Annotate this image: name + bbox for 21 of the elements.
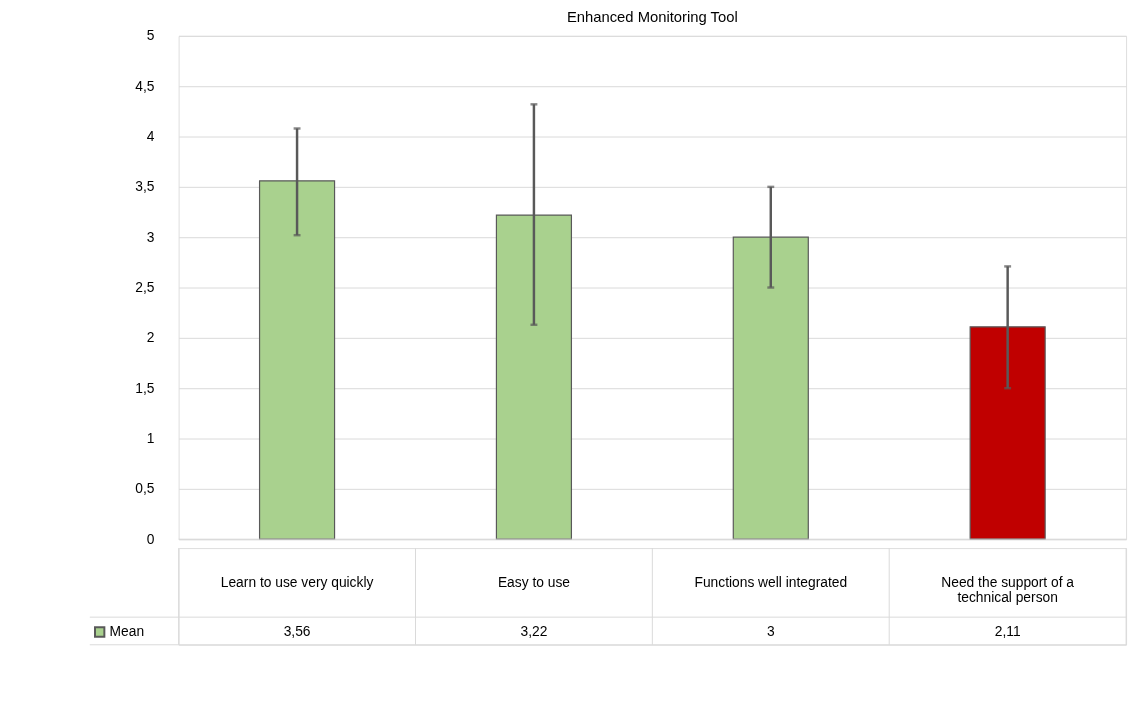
data-label: 2,11 — [994, 622, 1021, 639]
x-tick-label: Functions well integrated — [694, 573, 848, 590]
y-tick-label: 2 — [146, 329, 155, 346]
y-tick-label: 1,5 — [135, 379, 155, 396]
y-tick-label: 3 — [146, 228, 155, 245]
y-tick-label: 4,5 — [135, 77, 155, 94]
data-label: 3,56 — [283, 622, 311, 639]
x-tick-label: Easy to use — [497, 573, 571, 590]
data-label: 3,22 — [520, 622, 548, 639]
y-tick-label: 0 — [146, 530, 155, 547]
x-tick-label: Need the support of a technical person — [941, 573, 1075, 606]
data-label: 3 — [766, 622, 775, 639]
legend-label: Mean — [109, 622, 145, 639]
y-tick-label: 1 — [146, 429, 155, 446]
y-tick-label: 3,5 — [135, 178, 155, 195]
x-tick-label: Learn to use very quickly — [220, 573, 374, 590]
y-tick-label: 2,5 — [135, 278, 155, 295]
y-tick-label: 0,5 — [135, 480, 155, 497]
chart-title: Enhanced Monitoring Tool — [566, 9, 738, 26]
y-tick-label: 4 — [146, 127, 155, 144]
y-tick-label: 5 — [146, 27, 155, 44]
